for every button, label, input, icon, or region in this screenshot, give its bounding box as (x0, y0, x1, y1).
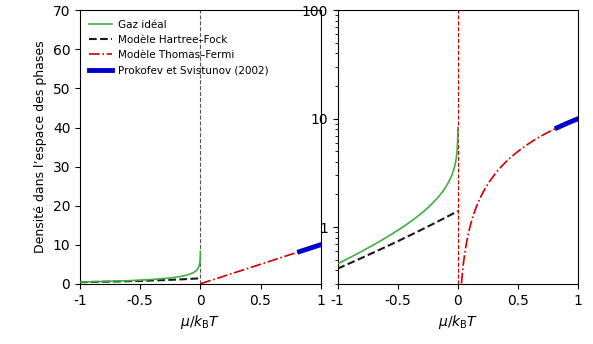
Legend: Gaz idéal, Modèle Hartree–Fock, Modèle Thomas–Fermi, Prokofev et Svistunov (2002: Gaz idéal, Modèle Hartree–Fock, Modèle T… (85, 15, 272, 79)
Y-axis label: Densité dans l’espace des phases: Densité dans l’espace des phases (34, 41, 47, 254)
X-axis label: $\mu/k_{\rm B} T$: $\mu/k_{\rm B} T$ (438, 313, 478, 331)
X-axis label: $\mu/k_{\rm B} T$: $\mu/k_{\rm B} T$ (180, 313, 221, 331)
